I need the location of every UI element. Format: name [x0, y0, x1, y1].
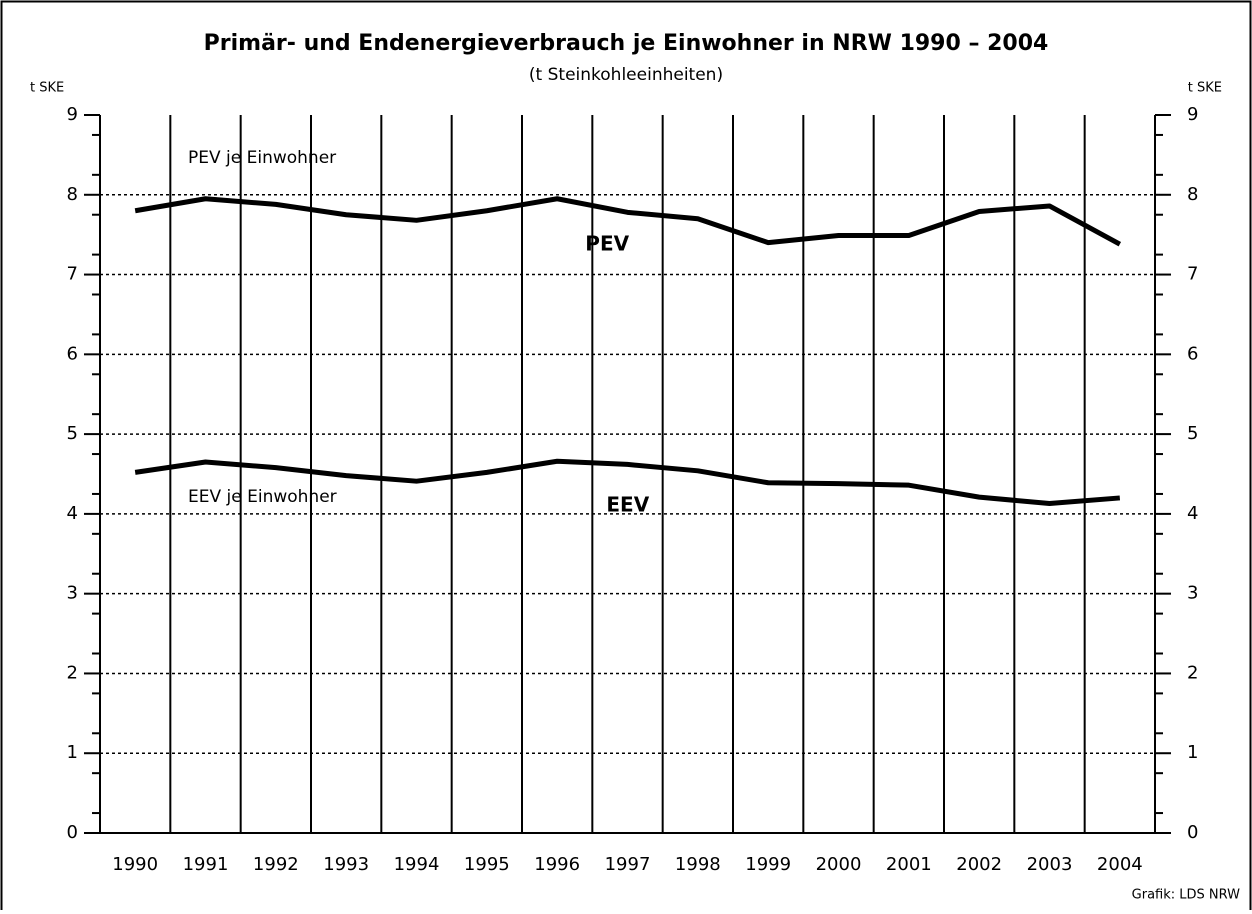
y2-tick-label: 8 [1187, 184, 1198, 205]
y2-tick-label: 1 [1187, 742, 1198, 763]
chart-subtitle: (t Steinkohleeinheiten) [529, 65, 723, 85]
series-line [134, 458, 1121, 507]
x-tick-label: 2003 [1027, 854, 1073, 875]
series-label: PEV [585, 232, 629, 256]
y-tick-label: 5 [67, 423, 78, 444]
annotation: EEV je Einwohner [188, 487, 337, 507]
y-tick-label: 8 [67, 184, 78, 205]
y2-tick-label: 9 [1187, 104, 1198, 125]
x-tick-label: 1993 [323, 854, 369, 875]
chart-title: Primär- und Endenergieverbrauch je Einwo… [204, 31, 1049, 56]
x-tick-label: 1997 [605, 854, 651, 875]
y-tick-label: 7 [67, 264, 78, 285]
x-tick-label: 1992 [253, 854, 299, 875]
y2-tick-label: 5 [1187, 423, 1198, 444]
y2-tick-label: 0 [1187, 822, 1198, 843]
y2-tick-label: 3 [1187, 583, 1198, 604]
y2-axis-label: t SKE [1188, 81, 1222, 96]
y-axis-label: t SKE [30, 81, 64, 96]
series-label: EEV [606, 492, 649, 516]
x-tick-label: 1995 [464, 854, 510, 875]
y2-tick-label: 6 [1187, 343, 1198, 364]
y-tick-label: 1 [67, 742, 78, 763]
y2-tick-label: 7 [1187, 264, 1198, 285]
x-tick-label: 2000 [816, 854, 862, 875]
y-tick-label: 4 [67, 503, 78, 524]
x-tick-label: 1990 [112, 854, 158, 875]
y2-tick-label: 4 [1187, 503, 1198, 524]
y-tick-label: 9 [67, 104, 78, 125]
x-tick-label: 2002 [956, 854, 1002, 875]
x-tick-label: 1998 [675, 854, 721, 875]
y-tick-label: 6 [67, 343, 78, 364]
y-tick-label: 2 [67, 662, 78, 683]
x-tick-label: 2001 [886, 854, 932, 875]
x-tick-label: 1991 [183, 854, 229, 875]
y-tick-label: 3 [67, 583, 78, 604]
source: Grafik: LDS NRW [1132, 888, 1240, 903]
x-tick-label: 1994 [394, 854, 440, 875]
annotation: PEV je Einwohner [188, 148, 336, 168]
y-tick-label: 0 [67, 822, 78, 843]
x-tick-label: 1999 [745, 854, 791, 875]
x-tick-label: 1996 [534, 854, 580, 875]
x-tick-label: 2004 [1097, 854, 1143, 875]
series-line [134, 196, 1122, 247]
y2-tick-label: 2 [1187, 662, 1198, 683]
